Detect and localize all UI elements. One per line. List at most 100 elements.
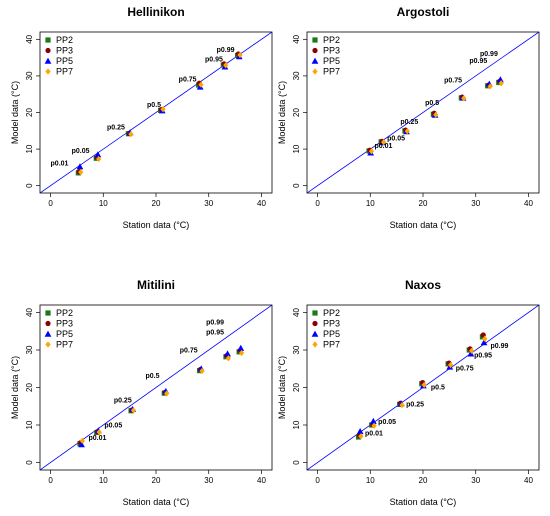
point-pp5	[237, 344, 245, 351]
percentile-label: p0.95	[474, 353, 492, 360]
point-pp7	[487, 83, 493, 90]
x-tick-label: 10	[99, 476, 108, 485]
point-pp7	[381, 139, 387, 146]
x-axis-label: Station data (°C)	[390, 220, 457, 230]
legend-label: PP3	[323, 319, 340, 329]
percentile-label: p0.95	[205, 56, 223, 63]
legend-label: PP2	[323, 308, 340, 318]
legend-marker	[312, 320, 318, 327]
point-pp7	[198, 81, 204, 88]
y-tick-label: 30	[25, 345, 34, 354]
legend-marker	[311, 330, 319, 337]
x-tick-label: 30	[471, 199, 480, 208]
y-tick-label: 10	[25, 144, 34, 153]
x-tick-label: 20	[419, 199, 428, 208]
percentile-label: p0.75	[456, 366, 474, 373]
y-tick-label: 30	[25, 71, 34, 80]
x-tick-label: 40	[257, 199, 266, 208]
y-tick-label: 0	[25, 183, 34, 188]
point-pp7	[371, 422, 377, 429]
point-pp5	[224, 350, 231, 357]
percentile-label: p0.99	[480, 51, 498, 58]
legend-marker	[312, 341, 318, 348]
x-tick-label: 30	[471, 476, 480, 485]
x-tick-label: 40	[524, 476, 533, 485]
legend-label: PP7	[323, 67, 340, 77]
percentile-label: p0.99	[206, 320, 224, 327]
percentile-label: p0.5	[145, 373, 159, 380]
x-axis-label: Station data (°C)	[123, 497, 190, 507]
x-tick-label: 30	[204, 476, 213, 485]
legend-label: PP2	[323, 35, 340, 45]
y-axis-label: Model data (°C)	[277, 81, 287, 144]
point-pp5	[356, 427, 364, 435]
point-pp7	[404, 128, 410, 135]
point-pp5	[480, 339, 488, 346]
y-tick-label: 40	[25, 308, 34, 317]
identity-line	[307, 32, 539, 193]
x-tick-label: 0	[48, 476, 53, 485]
legend-marker	[311, 57, 319, 64]
legend-label: PP2	[56, 35, 73, 45]
legend-marker	[45, 47, 51, 54]
point-pp7	[223, 62, 229, 69]
legend-marker	[45, 341, 51, 348]
percentile-label: p0.01	[51, 161, 69, 168]
legend-label: PP3	[323, 46, 340, 56]
y-tick-label: 0	[292, 460, 301, 465]
x-tick-label: 0	[315, 199, 320, 208]
point-pp7	[447, 361, 454, 369]
point-pp7	[96, 155, 102, 163]
point-pp5	[94, 151, 102, 158]
point-pp7	[130, 407, 137, 414]
percentile-label: p0.25	[114, 398, 132, 405]
legend-label: PP7	[56, 340, 73, 350]
y-tick-label: 0	[292, 183, 301, 188]
panel-title: Mitilini	[137, 278, 175, 292]
point-pp7	[482, 335, 488, 342]
legend-label: PP3	[56, 319, 73, 329]
y-tick-label: 10	[25, 420, 34, 429]
legend-label: PP7	[56, 67, 73, 77]
x-axis-label: Station data (°C)	[390, 497, 457, 507]
point-pp5	[78, 441, 85, 448]
point-pp7	[128, 130, 134, 138]
legend-label: PP2	[56, 308, 73, 318]
point-pp7	[421, 381, 427, 388]
point-pp7	[199, 367, 205, 375]
y-tick-label: 20	[25, 108, 34, 117]
point-pp5	[497, 76, 504, 83]
point-pp7	[469, 347, 475, 354]
percentile-label: p0.25	[400, 119, 418, 126]
percentile-label: p0.95	[469, 58, 487, 65]
point-pp7	[237, 51, 243, 59]
point-pp7	[78, 169, 84, 176]
legend-label: PP5	[323, 56, 340, 66]
point-pp7	[358, 433, 364, 440]
x-tick-label: 40	[524, 199, 533, 208]
x-tick-label: 10	[366, 476, 375, 485]
point-pp7	[164, 390, 170, 397]
y-tick-label: 40	[25, 34, 34, 43]
legend-label: PP5	[56, 56, 73, 66]
y-tick-label: 30	[292, 71, 301, 80]
x-tick-label: 20	[152, 476, 161, 485]
y-axis-label: Model data (°C)	[277, 356, 287, 419]
y-tick-label: 30	[292, 345, 301, 354]
x-axis-label: Station data (°C)	[123, 220, 190, 230]
percentile-label: p0.01	[374, 143, 392, 150]
y-tick-label: 10	[292, 144, 301, 153]
y-tick-label: 40	[292, 34, 301, 43]
legend-marker	[45, 37, 51, 43]
panel-2: Argostoli 0 10 20 30 40 0 10 20 30 40 Station data …	[277, 5, 540, 230]
point-pp7	[79, 437, 85, 444]
point-pp5	[369, 417, 377, 424]
y-tick-label: 10	[292, 420, 301, 429]
legend-marker	[44, 330, 52, 337]
y-tick-label: 20	[292, 383, 301, 392]
percentile-label: p0.25	[107, 125, 125, 132]
percentile-label: p0.75	[180, 348, 198, 355]
panel-3: Mitilini 0 10 20 30 40 0 10 20 30 40 Station data (…	[10, 278, 273, 507]
point-pp7	[160, 106, 166, 113]
